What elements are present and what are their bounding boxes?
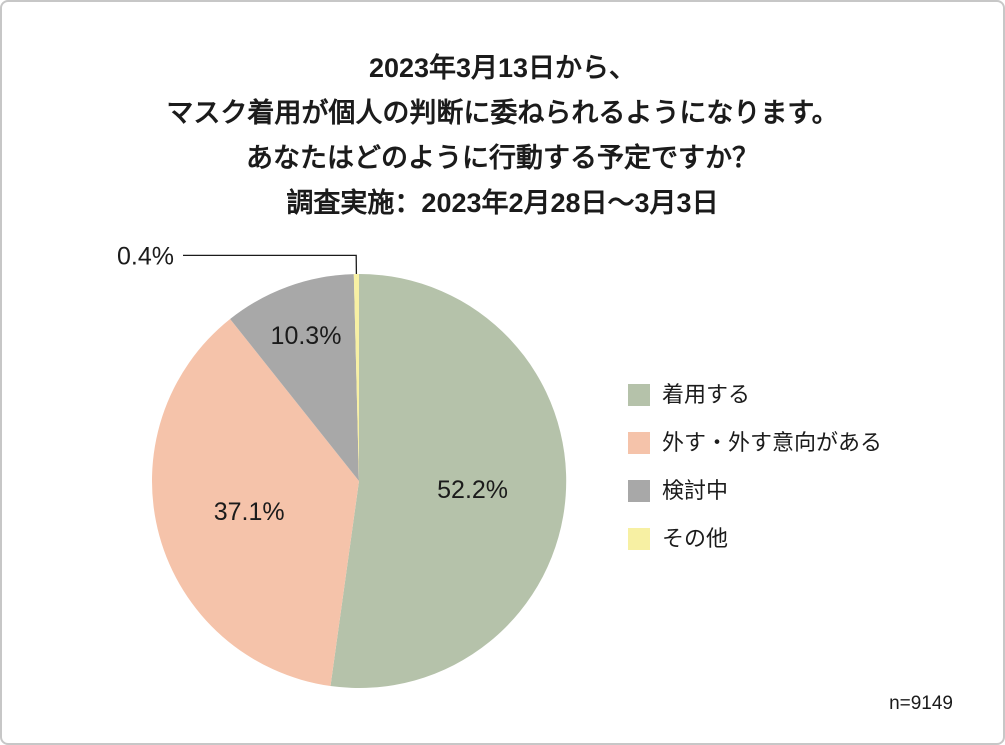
legend-label-remove: 外す・外す意向がある [662,430,883,455]
pie-data-label-0: 52.2% [437,476,508,504]
chart-title-line-3: あなたはどのように行動する予定ですか？ [246,143,759,173]
legend-label-considering: 検討中 [662,478,729,503]
chart-title: 2023年3月13日から、 マスク着用が個人の判断に委ねられるようになります。 … [2,46,1003,226]
chart-subtitle: 調査実施：2023年2月28日～3月3日 [286,188,719,218]
legend-item-remove: 外す・外す意向がある [628,432,882,454]
pie-slice-3 [353,274,359,481]
legend-item-wear: 着用する [628,384,882,406]
pie-slice-2 [230,274,359,481]
pie-data-label-3: 0.4% [117,242,174,270]
legend-item-other: その他 [628,528,882,550]
legend-item-considering: 検討中 [628,480,882,502]
pie-slice-1 [151,319,359,686]
pie-data-label-1: 37.1% [214,498,285,526]
legend-swatch-wear [628,384,650,406]
legend-label-other: その他 [662,526,729,551]
leader-line-3 [183,254,358,275]
chart-title-line-2: マスク着用が個人の判断に委ねられるようになります。 [166,98,839,128]
sample-size: n=9149 [889,693,953,714]
legend-swatch-remove [628,432,650,454]
legend-label-wear: 着用する [662,382,751,407]
legend-swatch-considering [628,480,650,502]
pie-slice-0 [330,273,567,688]
chart-title-line-1: 2023年3月13日から、 [368,53,637,83]
legend-swatch-other [628,528,650,550]
pie-data-label-2: 10.3% [271,322,342,350]
legend: 着用する 外す・外す意向がある 検討中 その他 [628,384,882,550]
